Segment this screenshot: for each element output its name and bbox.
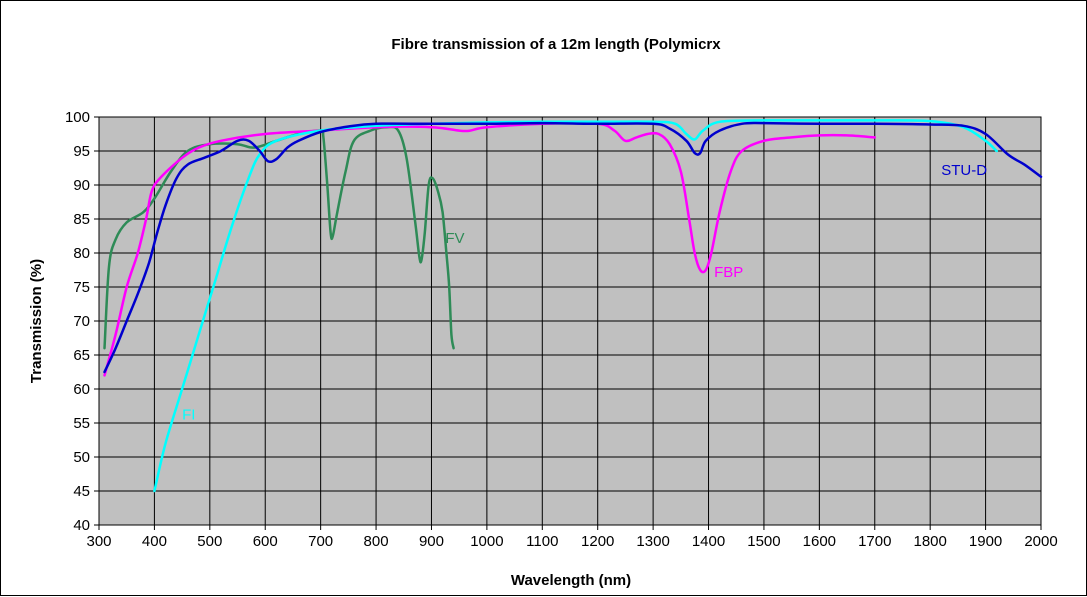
plot-border bbox=[98, 116, 1042, 526]
y-tick-label: 90 bbox=[73, 177, 90, 194]
series-label-fi: FI bbox=[182, 407, 195, 424]
x-tick-label: 500 bbox=[197, 533, 222, 550]
series-label-fbp: FBP bbox=[714, 264, 743, 281]
x-tick-label: 900 bbox=[419, 533, 444, 550]
y-tick-label: 100 bbox=[65, 109, 90, 126]
x-tick-label: 1100 bbox=[526, 533, 558, 550]
y-axis-title: Transmission (%) bbox=[28, 259, 45, 383]
y-tick-label: 45 bbox=[73, 483, 90, 500]
chart-title: Fibre transmission of a 12m length (Poly… bbox=[391, 36, 721, 53]
x-tick-label: 1700 bbox=[858, 533, 891, 550]
x-tick-label: 1800 bbox=[913, 533, 946, 550]
x-tick-label: 1900 bbox=[969, 533, 1002, 550]
series-label-fv: FV bbox=[445, 230, 464, 247]
x-tick-label: 1500 bbox=[747, 533, 780, 550]
plot-area bbox=[94, 116, 1043, 530]
y-tick-label: 70 bbox=[73, 313, 90, 330]
y-tick-label: 85 bbox=[73, 211, 90, 228]
series-line-stu-d bbox=[103, 121, 1043, 374]
x-tick-label: 1300 bbox=[636, 533, 669, 550]
x-tick-label: 1600 bbox=[803, 533, 836, 550]
x-tick-label: 1200 bbox=[581, 533, 614, 550]
x-tick-label: 600 bbox=[253, 533, 278, 550]
y-tick-label: 65 bbox=[73, 347, 90, 364]
x-tick-label: 2000 bbox=[1024, 533, 1057, 550]
x-tick-label: 1400 bbox=[692, 533, 725, 550]
y-tick-label: 55 bbox=[73, 415, 90, 432]
y-tick-label: 50 bbox=[73, 449, 90, 466]
y-tick-label: 80 bbox=[73, 245, 90, 262]
y-tick-label: 75 bbox=[73, 279, 90, 296]
y-tick-label: 60 bbox=[73, 381, 90, 398]
x-tick-label: 400 bbox=[142, 533, 167, 550]
x-tick-label: 700 bbox=[308, 533, 333, 550]
x-tick-label: 300 bbox=[86, 533, 111, 550]
x-tick-label: 800 bbox=[364, 533, 389, 550]
series-line-fv bbox=[103, 125, 455, 350]
series-line-fbp bbox=[103, 121, 877, 377]
series-line-fi bbox=[153, 119, 998, 493]
x-tick-label: 1000 bbox=[470, 533, 503, 550]
y-tick-label: 95 bbox=[73, 143, 90, 160]
x-axis-title: Wavelength (nm) bbox=[511, 572, 631, 589]
series-label-stu-d: STU-D bbox=[941, 162, 987, 179]
y-tick-label: 40 bbox=[73, 517, 90, 534]
